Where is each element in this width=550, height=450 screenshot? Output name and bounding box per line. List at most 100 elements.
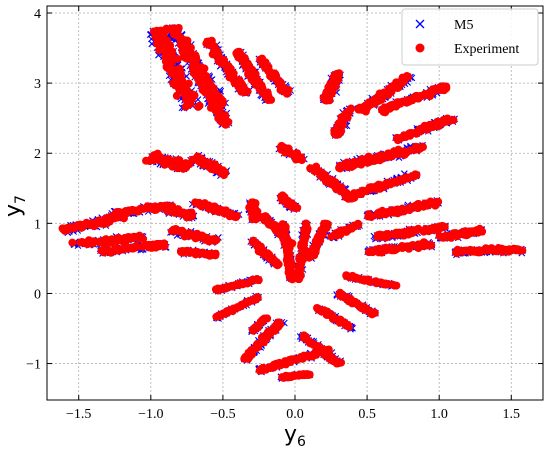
experiment-point bbox=[384, 229, 393, 238]
experiment-point bbox=[296, 271, 305, 280]
experiment-point bbox=[221, 112, 230, 121]
experiment-point bbox=[426, 197, 435, 206]
experiment-point bbox=[358, 186, 367, 195]
experiment-point bbox=[162, 35, 171, 44]
experiment-point bbox=[144, 243, 153, 252]
experiment-point bbox=[89, 219, 98, 228]
experiment-point bbox=[167, 227, 176, 236]
experiment-point bbox=[375, 244, 384, 253]
experiment-point bbox=[371, 99, 380, 108]
experiment-point bbox=[400, 150, 409, 159]
experiment-point bbox=[410, 172, 419, 181]
experiment-point bbox=[364, 158, 373, 167]
experiment-point bbox=[412, 200, 421, 209]
experiment-point bbox=[285, 260, 294, 269]
experiment-point bbox=[471, 227, 480, 236]
experiment-point bbox=[331, 70, 340, 79]
experiment-point bbox=[284, 268, 293, 277]
experiment-point bbox=[387, 101, 396, 110]
experiment-point bbox=[112, 208, 121, 217]
experiment-point bbox=[238, 56, 247, 65]
experiment-point bbox=[204, 84, 213, 93]
experiment-point bbox=[309, 164, 318, 173]
experiment-point bbox=[400, 77, 409, 86]
experiment-point bbox=[277, 81, 286, 90]
experiment-point bbox=[87, 238, 96, 247]
experiment-point bbox=[273, 261, 282, 270]
experiment-point bbox=[310, 243, 319, 252]
experiment-point bbox=[167, 69, 176, 78]
experiment-point bbox=[174, 162, 183, 171]
experiment-point bbox=[202, 233, 211, 242]
experiment-point bbox=[422, 241, 431, 250]
experiment-point bbox=[183, 54, 192, 63]
experiment-point bbox=[395, 228, 404, 237]
experiment-point bbox=[103, 247, 112, 256]
experiment-point bbox=[362, 101, 371, 110]
experiment-point bbox=[388, 207, 397, 216]
experiment-point bbox=[195, 198, 204, 207]
experiment-point bbox=[186, 247, 195, 256]
experiment-point bbox=[421, 125, 430, 134]
experiment-point bbox=[434, 122, 443, 131]
experiment-point bbox=[267, 219, 276, 228]
experiment-point bbox=[344, 224, 353, 233]
experiment-point bbox=[197, 154, 206, 163]
experiment-point bbox=[177, 74, 186, 83]
experiment-point bbox=[230, 212, 239, 221]
experiment-point bbox=[404, 244, 413, 253]
experiment-point bbox=[338, 114, 347, 123]
experiment-point bbox=[374, 230, 383, 239]
experiment-point bbox=[461, 227, 470, 236]
experiment-point bbox=[447, 233, 456, 242]
experiment-point bbox=[284, 144, 293, 153]
experiment-point bbox=[180, 43, 189, 52]
experiment-point bbox=[206, 250, 215, 259]
experiment-point bbox=[392, 78, 401, 87]
experiment-point bbox=[267, 254, 276, 263]
experiment-point bbox=[218, 207, 227, 216]
experiment-point bbox=[61, 226, 70, 235]
experiment-point bbox=[314, 234, 323, 243]
experiment-point bbox=[401, 173, 410, 182]
experiment-point bbox=[74, 221, 83, 230]
experiment-point bbox=[336, 164, 345, 173]
experiment-point bbox=[257, 86, 266, 95]
experiment-point bbox=[400, 131, 409, 140]
experiment-point bbox=[162, 24, 171, 33]
experiment-point bbox=[196, 248, 205, 257]
experiment-point bbox=[330, 126, 339, 135]
experiment-point bbox=[248, 238, 257, 247]
experiment-point bbox=[149, 151, 158, 160]
series-experiment-points bbox=[58, 23, 527, 382]
experiment-point bbox=[134, 206, 143, 215]
experiment-point bbox=[436, 85, 445, 94]
experiment-point bbox=[214, 104, 223, 113]
experiment-point bbox=[150, 203, 159, 212]
experiment-point bbox=[101, 235, 110, 244]
experiment-point bbox=[129, 232, 138, 241]
experiment-point bbox=[143, 202, 152, 211]
experiment-point bbox=[249, 201, 258, 210]
experiment-point bbox=[178, 85, 187, 94]
experiment-point bbox=[120, 235, 129, 244]
experiment-point bbox=[325, 175, 334, 184]
experiment-point bbox=[229, 72, 238, 81]
experiment-point bbox=[138, 242, 147, 251]
experiment-point bbox=[176, 34, 185, 43]
experiment-point bbox=[259, 60, 268, 69]
experiment-point bbox=[395, 207, 404, 216]
experiment-point bbox=[391, 177, 400, 186]
experiment-point bbox=[366, 247, 375, 256]
experiment-point bbox=[443, 114, 452, 123]
experiment-point bbox=[372, 156, 381, 165]
experiment-point bbox=[332, 185, 341, 194]
experiment-point bbox=[385, 244, 394, 253]
experiment-point bbox=[328, 80, 337, 89]
experiment-point bbox=[413, 242, 422, 251]
experiment-point bbox=[270, 71, 279, 80]
experiment-point bbox=[78, 237, 87, 246]
experiment-point bbox=[412, 226, 421, 235]
experiment-point bbox=[260, 250, 269, 259]
